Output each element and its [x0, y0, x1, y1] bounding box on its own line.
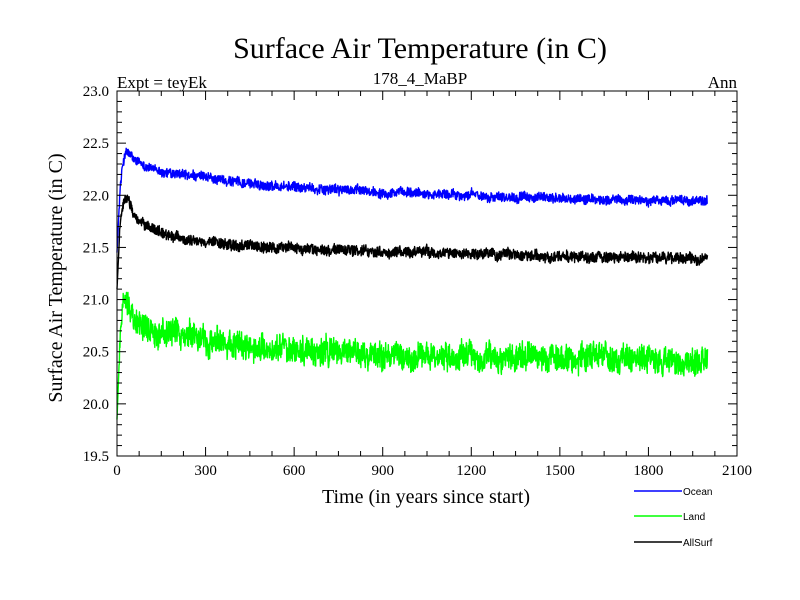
legend: Ocean Land AllSurf: [634, 487, 713, 549]
y-tick-label: 22.0: [83, 188, 109, 204]
chart-subtitle-left: Expt = teyEk: [117, 73, 207, 92]
x-tick-label: 900: [371, 463, 394, 479]
legend-label-allsurf: AllSurf: [683, 538, 713, 549]
y-tick-label: 22.5: [83, 136, 109, 152]
x-tick-label: 600: [283, 463, 306, 479]
legend-label-land: Land: [683, 512, 705, 523]
x-tick-label: 300: [194, 463, 217, 479]
y-axis-label: Surface Air Temperature (in C): [45, 153, 67, 402]
x-tick-label: 1800: [633, 463, 663, 479]
x-axis-label: Time (in years since start): [322, 486, 530, 508]
x-tick-label: 1200: [456, 463, 486, 479]
ticks-layer: 0 300 600 900 1200 1500 1800 2100 19.5 20.0 20.5 21…: [83, 84, 752, 479]
x-tick-label: 2100: [722, 463, 752, 479]
chart-subtitle-center: 178_4_MaBP: [373, 69, 467, 88]
y-tick-label: 20.0: [83, 397, 109, 413]
series-line-allsurf: [116, 194, 709, 290]
y-tick-label: 21.0: [83, 293, 109, 309]
y-tick-label: 19.5: [83, 449, 109, 465]
legend-label-ocean: Ocean: [683, 487, 712, 498]
y-tick-label: 21.5: [83, 240, 109, 256]
y-tick-label: 23.0: [83, 84, 109, 100]
chart-title: Surface Air Temperature (in C): [233, 32, 607, 65]
x-tick-label: 1500: [545, 463, 575, 479]
x-tick-label: 0: [113, 463, 121, 479]
chart-subtitle-right: Ann: [708, 73, 738, 92]
series-line-ocean: [116, 147, 708, 253]
y-tick-label: 20.5: [83, 345, 109, 361]
series-line-land: [116, 291, 709, 420]
series-layer: [116, 147, 709, 420]
plot-frame: [116, 90, 738, 457]
axes-layer: [116, 90, 738, 457]
